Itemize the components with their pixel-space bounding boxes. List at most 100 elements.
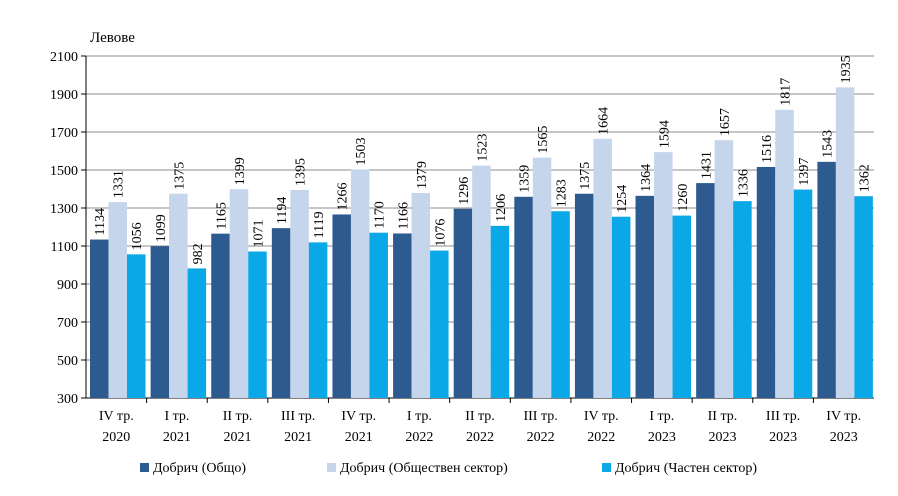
y-axis-label: Левове	[90, 30, 135, 46]
bar-private	[369, 232, 388, 398]
data-label-total: 1364	[639, 164, 654, 192]
bar-total	[514, 196, 533, 398]
data-label-private: 1260	[676, 184, 691, 212]
y-tick-label: 900	[57, 278, 78, 293]
x-tick-label-year: 2023	[648, 430, 676, 445]
data-label-public: 1503	[354, 137, 369, 165]
data-label-public: 1331	[112, 170, 127, 198]
bar-private	[672, 215, 692, 398]
x-tick-label-year: 2021	[284, 430, 312, 445]
data-label-public: 1395	[294, 158, 309, 186]
bar-public	[654, 152, 673, 398]
bar-public	[775, 109, 794, 399]
x-tick-label-quarter: IV тр.	[99, 409, 134, 424]
bar-public	[714, 140, 734, 399]
data-label-public: 1399	[233, 157, 248, 185]
legend-swatch-private	[602, 463, 611, 472]
data-label-public: 1523	[475, 134, 490, 162]
bar-total	[211, 233, 230, 398]
x-tick-label-year: 2021	[224, 430, 252, 445]
bar-total	[574, 193, 594, 398]
data-label-total: 1516	[760, 135, 775, 163]
data-label-total: 1359	[518, 165, 533, 193]
data-label-private: 1397	[797, 158, 812, 186]
data-label-private: 1071	[251, 220, 266, 248]
data-label-total: 1266	[336, 182, 351, 210]
data-label-public: 1817	[779, 78, 794, 106]
legend-label-public: Добрич (Обществен сектор)	[340, 461, 508, 476]
bar-private	[793, 189, 813, 398]
x-tick-label-quarter: I тр.	[649, 409, 674, 424]
y-tick-label: 1300	[50, 202, 78, 217]
data-label-public: 1935	[839, 55, 854, 83]
x-tick-label-year: 2021	[163, 430, 191, 445]
bar-private	[611, 216, 631, 398]
bar-public	[108, 202, 127, 398]
bar-total	[453, 208, 473, 398]
x-tick-label-quarter: II тр.	[708, 409, 738, 424]
x-tick-label-quarter: IV тр.	[341, 409, 376, 424]
y-tick-label: 2100	[50, 50, 78, 65]
x-tick-label-quarter: IV тр.	[826, 409, 861, 424]
data-label-total: 1431	[699, 151, 714, 179]
legend-swatch-total	[140, 463, 149, 472]
x-tick-label-year: 2021	[345, 430, 373, 445]
bar-total	[332, 214, 351, 398]
bar-total	[635, 195, 655, 398]
bar-total	[817, 161, 836, 398]
x-tick-label-quarter: I тр.	[164, 409, 189, 424]
bar-public	[290, 189, 309, 398]
x-tick-label-quarter: III тр.	[523, 409, 557, 424]
x-tick-label-year: 2022	[405, 430, 433, 445]
bar-total	[150, 246, 170, 398]
y-tick-label: 300	[57, 392, 78, 407]
data-label-private: 1336	[736, 169, 751, 197]
y-tick-label: 1700	[50, 126, 78, 141]
x-tick-label-year: 2022	[587, 430, 615, 445]
x-tick-label-quarter: III тр.	[281, 409, 315, 424]
bar-total	[756, 166, 776, 398]
y-tick-label: 700	[57, 316, 78, 331]
bar-private	[187, 268, 207, 398]
x-tick-label-quarter: II тр.	[223, 409, 253, 424]
data-label-private: 1170	[373, 201, 388, 228]
bar-private	[551, 211, 570, 398]
bar-total	[271, 228, 291, 398]
x-tick-label-quarter: IV тр.	[584, 409, 619, 424]
data-label-private: 1283	[555, 179, 570, 207]
data-label-total: 1296	[457, 177, 472, 205]
data-label-private: 1119	[312, 211, 327, 238]
bar-private	[248, 251, 267, 398]
data-label-public: 1594	[657, 120, 672, 148]
x-tick-label-year: 2022	[527, 430, 555, 445]
data-label-private: 982	[191, 243, 206, 264]
y-tick-label: 1900	[50, 88, 78, 103]
x-tick-label-quarter: I тр.	[407, 409, 432, 424]
data-label-private: 1206	[494, 194, 509, 222]
x-tick-label-quarter: III тр.	[766, 409, 800, 424]
bar-private	[308, 242, 328, 398]
bar-public	[350, 169, 370, 398]
data-label-private: 1254	[615, 185, 630, 213]
x-tick-label-year: 2022	[466, 430, 494, 445]
data-label-total: 1543	[821, 130, 836, 158]
legend-swatch-public	[327, 463, 336, 472]
x-tick-label-year: 2020	[102, 430, 130, 445]
bar-public	[593, 138, 612, 398]
data-label-private: 1056	[130, 222, 145, 250]
y-tick-label: 1100	[51, 240, 78, 255]
legend-label-private: Добрич (Частен сектор)	[615, 461, 757, 476]
x-tick-label-year: 2023	[769, 430, 797, 445]
bar-total	[90, 239, 109, 398]
data-label-total: 1165	[214, 202, 229, 229]
bar-private	[490, 225, 510, 398]
bar-public	[169, 193, 188, 398]
x-tick-label-year: 2023	[708, 430, 736, 445]
bar-total	[696, 183, 715, 398]
data-label-public: 1379	[415, 161, 430, 189]
bar-public	[835, 87, 855, 398]
data-label-total: 1375	[578, 162, 593, 190]
x-tick-label-quarter: II тр.	[465, 409, 495, 424]
y-tick-label: 500	[57, 354, 78, 369]
